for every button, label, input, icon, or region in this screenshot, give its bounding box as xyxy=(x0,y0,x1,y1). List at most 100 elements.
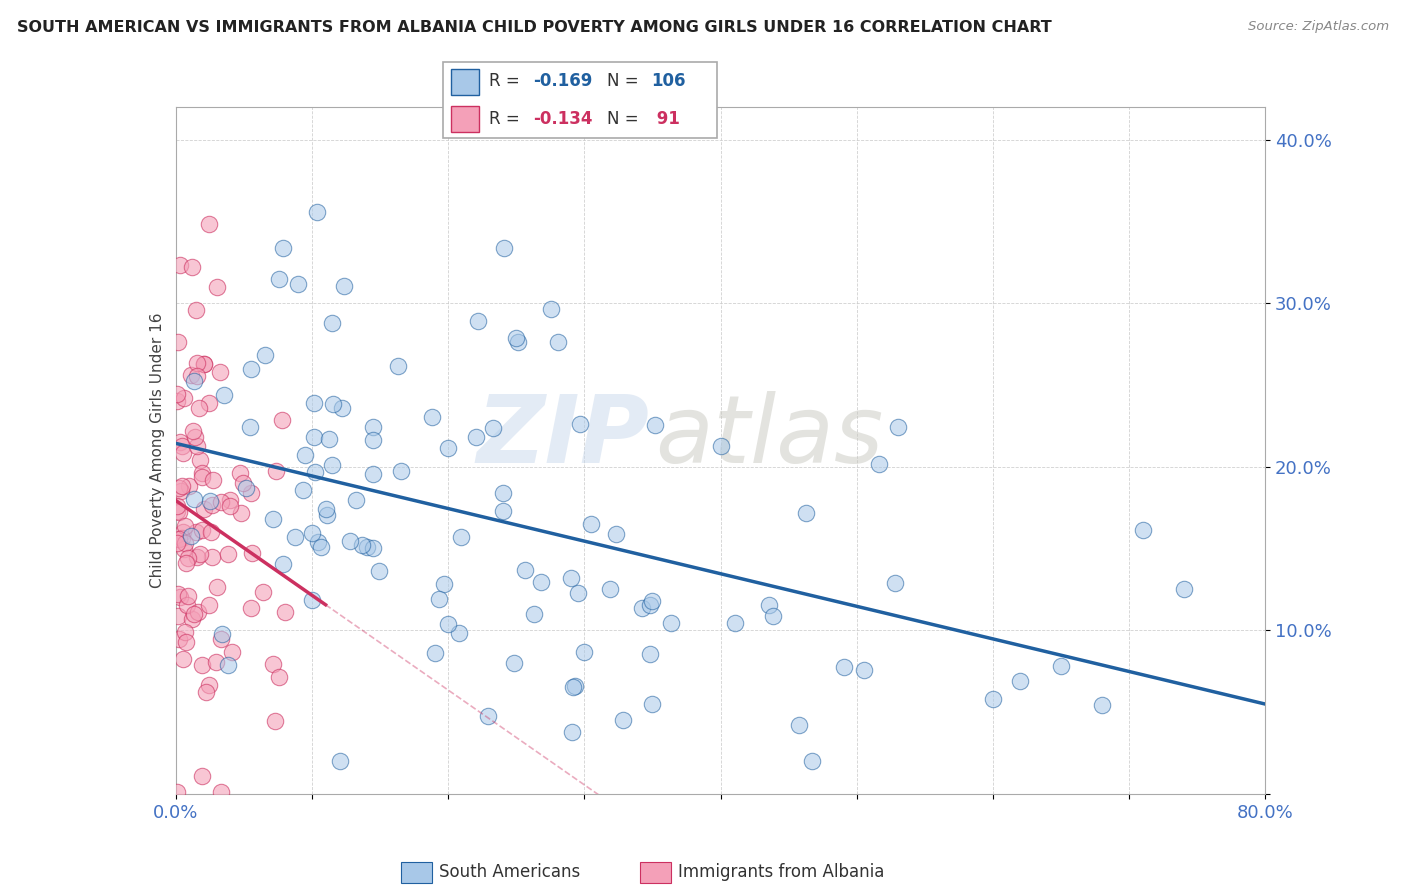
Point xyxy=(232,475,254,490)
Point xyxy=(190,452,212,467)
Point xyxy=(307,534,329,549)
Point xyxy=(186,439,208,453)
Point xyxy=(184,303,207,318)
Point xyxy=(169,435,191,450)
Point xyxy=(228,466,250,480)
Point xyxy=(630,600,652,615)
Point xyxy=(502,657,524,671)
Point xyxy=(193,502,215,516)
Point xyxy=(638,598,661,612)
Point xyxy=(318,432,340,446)
Point xyxy=(191,523,214,537)
Point xyxy=(724,616,747,631)
Point xyxy=(321,316,343,330)
Point xyxy=(361,433,384,447)
Point xyxy=(605,527,627,541)
Point xyxy=(423,646,446,660)
Point xyxy=(172,445,194,459)
Text: Source: ZipAtlas.com: Source: ZipAtlas.com xyxy=(1249,20,1389,33)
Point xyxy=(193,357,215,371)
Point xyxy=(569,417,592,432)
Point xyxy=(492,241,515,255)
Point xyxy=(284,529,307,543)
Point xyxy=(264,714,287,729)
Point xyxy=(166,587,188,601)
Point xyxy=(181,424,204,438)
Point xyxy=(505,331,527,345)
Point xyxy=(191,466,214,480)
Point xyxy=(262,512,284,526)
Point xyxy=(231,506,253,520)
Point xyxy=(187,605,209,619)
Point xyxy=(561,681,583,695)
Point xyxy=(267,271,290,285)
Point xyxy=(193,357,215,371)
Point xyxy=(302,395,325,409)
Point xyxy=(191,769,214,783)
Point xyxy=(214,388,236,402)
Point xyxy=(166,503,188,517)
Point xyxy=(167,481,190,495)
Point xyxy=(853,663,876,677)
Point xyxy=(834,660,856,674)
Point xyxy=(239,600,262,615)
Point xyxy=(304,465,326,479)
Point xyxy=(180,368,202,383)
Point xyxy=(195,685,218,699)
Point xyxy=(218,492,240,507)
Point xyxy=(186,356,208,370)
Point xyxy=(201,473,224,487)
Point xyxy=(209,632,232,647)
Text: N =: N = xyxy=(607,110,644,128)
Point xyxy=(356,541,378,555)
Point xyxy=(287,277,309,291)
FancyBboxPatch shape xyxy=(443,62,717,138)
Point xyxy=(201,498,224,512)
Point xyxy=(166,386,188,401)
Text: R =: R = xyxy=(489,110,526,128)
Point xyxy=(420,409,443,424)
Point xyxy=(361,467,384,482)
Point xyxy=(173,391,195,405)
Text: -0.134: -0.134 xyxy=(533,110,593,128)
Point xyxy=(492,485,515,500)
Point xyxy=(1173,582,1195,596)
Point xyxy=(547,335,569,350)
Point xyxy=(560,571,582,585)
Point xyxy=(166,393,188,408)
Point xyxy=(191,469,214,483)
Point xyxy=(208,365,231,379)
Point xyxy=(329,754,352,768)
Point xyxy=(177,589,200,603)
Point xyxy=(641,697,664,711)
Point xyxy=(482,421,505,435)
Point xyxy=(172,525,194,540)
Point xyxy=(267,669,290,683)
Text: -0.169: -0.169 xyxy=(533,72,593,90)
Point xyxy=(387,359,409,373)
Point xyxy=(173,541,195,556)
Point xyxy=(170,479,193,493)
Point xyxy=(240,361,263,376)
Point xyxy=(176,557,198,571)
Point xyxy=(638,648,661,662)
Point xyxy=(180,260,202,275)
Point xyxy=(166,785,188,799)
Point xyxy=(316,508,339,522)
Point xyxy=(302,430,325,444)
Point xyxy=(564,679,586,693)
Point xyxy=(433,576,456,591)
Point xyxy=(321,458,343,472)
Point xyxy=(447,626,470,640)
Bar xyxy=(451,105,478,132)
Point xyxy=(361,541,384,556)
Point xyxy=(301,593,323,607)
Text: 91: 91 xyxy=(651,110,681,128)
Point xyxy=(309,541,332,555)
Point xyxy=(1091,698,1114,712)
Point xyxy=(710,439,733,453)
Point xyxy=(204,655,226,669)
Point xyxy=(1132,523,1154,537)
Point xyxy=(492,503,515,517)
Text: South Americans: South Americans xyxy=(439,863,579,881)
